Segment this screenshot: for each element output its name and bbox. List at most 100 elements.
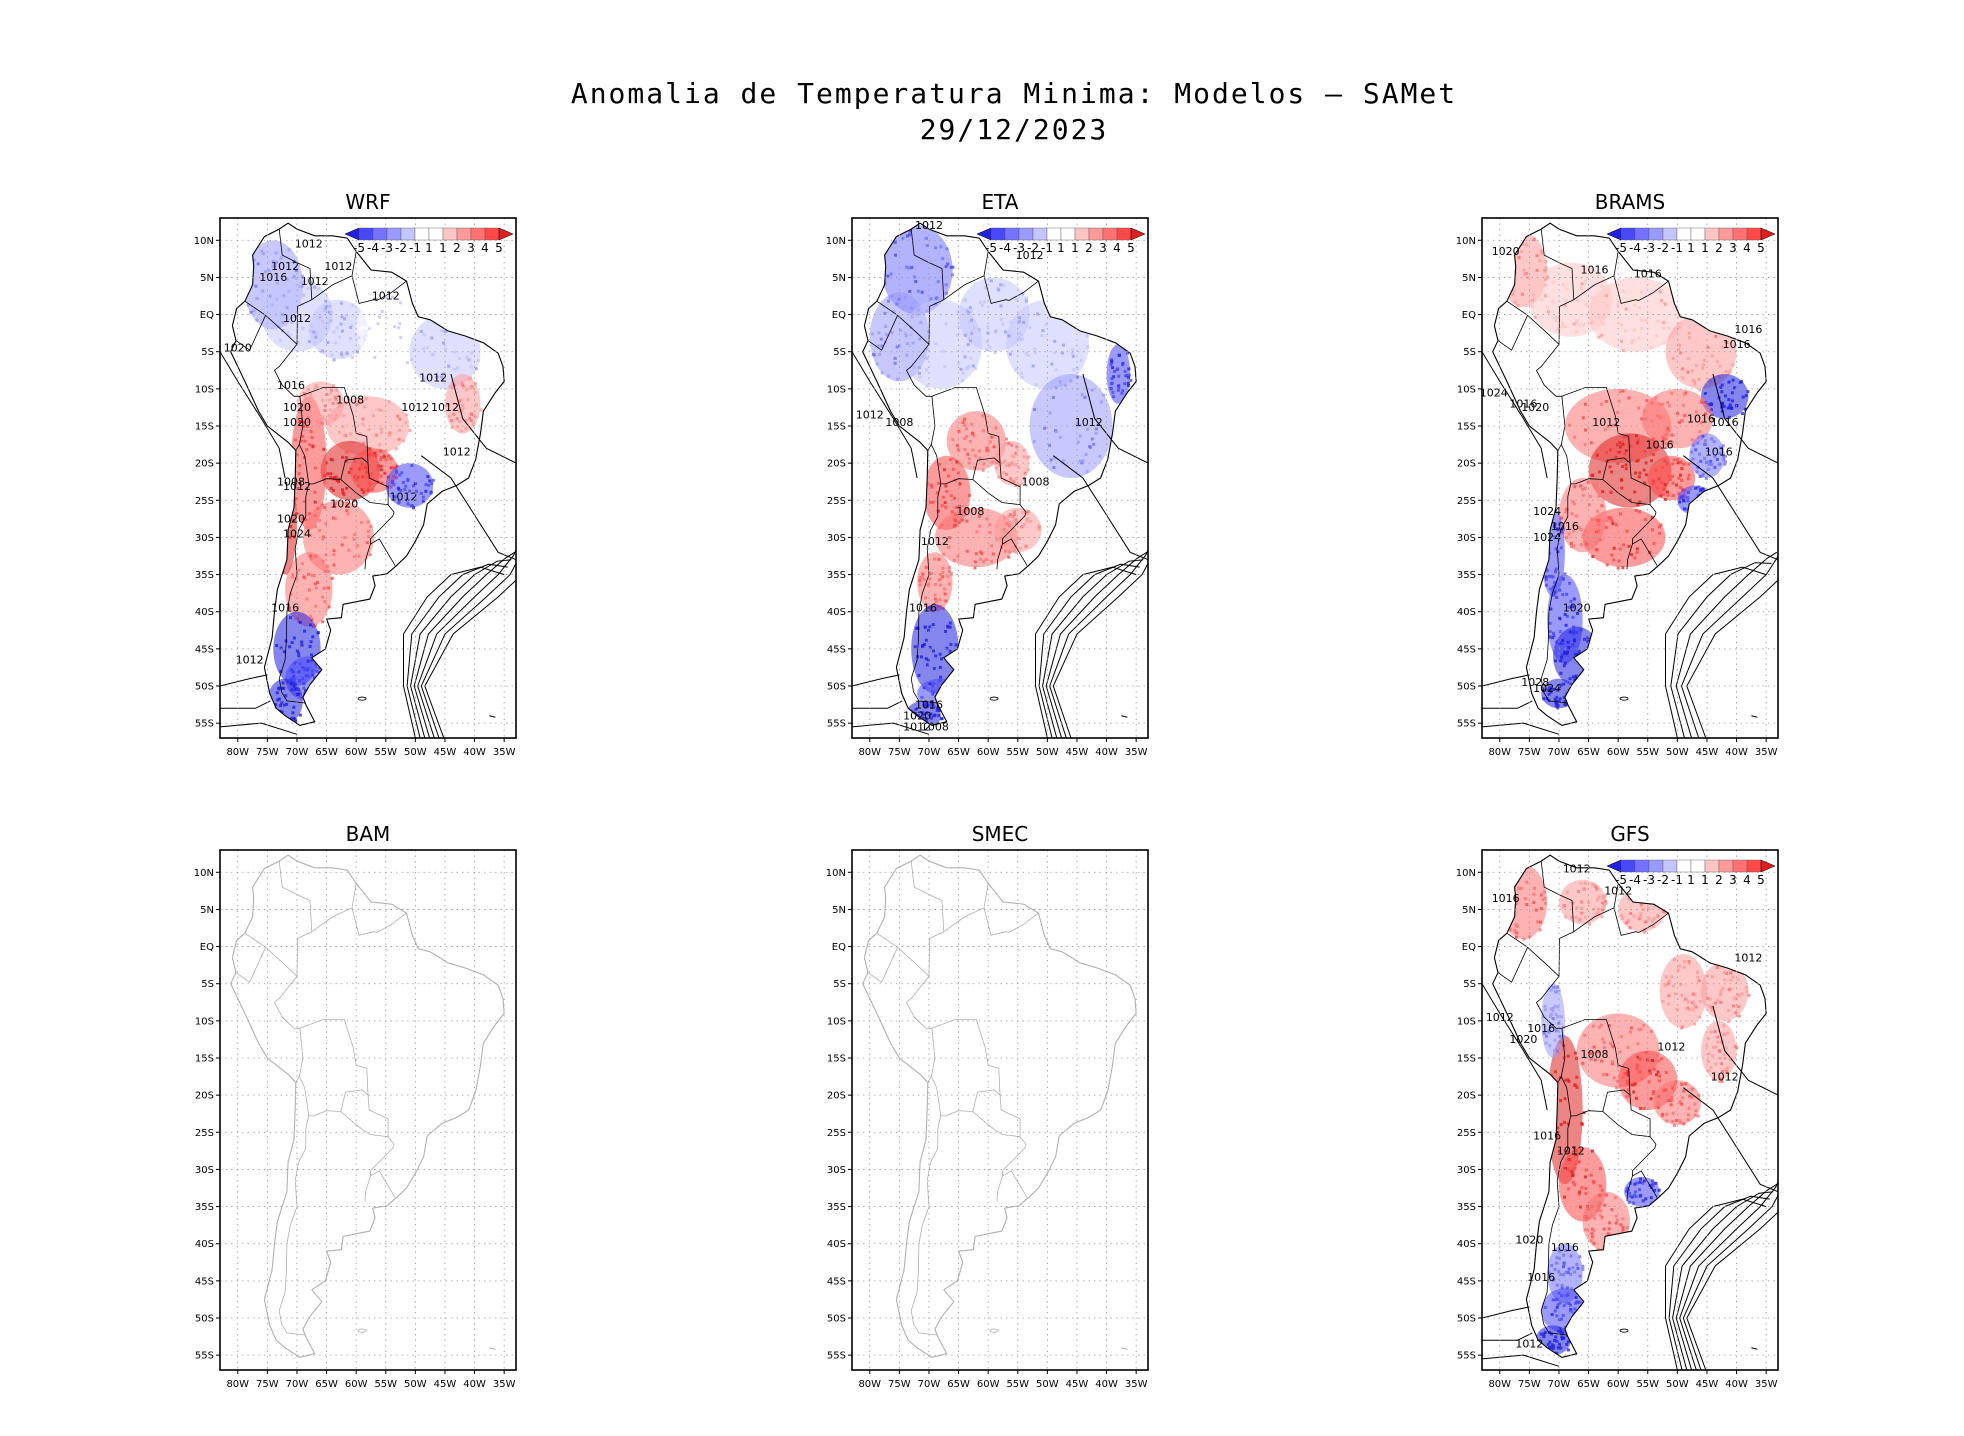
anomaly-cell [999, 283, 1003, 287]
anomaly-cell [1553, 1038, 1557, 1042]
anomaly-cell [1528, 935, 1532, 939]
anomaly-cell [429, 491, 433, 495]
anomaly-cell [1579, 543, 1583, 547]
anomaly-cell [940, 717, 944, 721]
anomaly-cell [354, 478, 358, 482]
anomaly-cell [337, 404, 341, 408]
anomaly-cell [999, 318, 1003, 322]
anomaly-cell [309, 554, 313, 558]
anomaly-cell [1551, 1009, 1555, 1013]
anomaly-cell [393, 495, 397, 499]
anomaly-cell [1680, 993, 1684, 997]
colorbar-label: -1 [1671, 241, 1683, 255]
anomaly-cell [1555, 1339, 1559, 1343]
colorbar-swatch [1690, 227, 1706, 241]
colorbar-swatch [1732, 227, 1748, 241]
anomaly-cell [1008, 463, 1012, 467]
colorbar-swatch [428, 227, 444, 241]
x-tick-label: 55W [1636, 747, 1659, 758]
anomaly-cell [1062, 459, 1066, 463]
anomaly-cell [291, 711, 295, 715]
anomaly-cell [1562, 1056, 1566, 1060]
anomaly-cell [1544, 583, 1548, 587]
anomaly-cell [379, 464, 383, 468]
anomaly-cell [453, 367, 457, 371]
x-tick-label: 60W [1607, 1379, 1630, 1390]
anomaly-cell [267, 269, 271, 272]
anomaly-cell [1564, 299, 1568, 303]
anomaly-cell [1699, 459, 1703, 463]
anomaly-cell [322, 586, 326, 590]
anomaly-cell [1655, 486, 1659, 490]
anomaly-cell [293, 438, 297, 442]
anomaly-cell [1517, 255, 1521, 259]
anomaly-cell [296, 651, 300, 655]
anomaly-blob [385, 463, 434, 508]
anomaly-cell [1567, 1157, 1571, 1161]
anomaly-cell [1567, 1267, 1571, 1271]
anomaly-cell [1009, 513, 1013, 516]
pressure-label: 1008 [956, 505, 984, 518]
anomaly-cell [1731, 975, 1735, 979]
anomaly-cell [930, 700, 934, 704]
anomaly-cell [1595, 530, 1598, 534]
anomaly-field [1499, 232, 1750, 710]
anomaly-cell [1618, 547, 1622, 551]
anomaly-cell [1555, 527, 1559, 531]
anomaly-cell [917, 674, 921, 677]
anomaly-cell [971, 364, 975, 368]
anomaly-cell [1596, 1050, 1600, 1054]
anomaly-cell [1013, 547, 1017, 551]
anomaly-cell [980, 552, 984, 556]
anomaly-cell [938, 583, 942, 587]
anomaly-cell [320, 418, 324, 422]
anomaly-cell [310, 324, 314, 328]
isobar [220, 674, 268, 687]
anomaly-cell [929, 712, 933, 716]
anomaly-cell [298, 713, 302, 717]
anomaly-cell [1583, 402, 1587, 406]
anomaly-cell [916, 714, 920, 717]
anomaly-cell [277, 687, 281, 691]
anomaly-cell [920, 575, 924, 579]
anomaly-cell [1018, 336, 1021, 340]
anomaly-cell [288, 645, 292, 649]
anomaly-cell [459, 429, 463, 433]
anomaly-cell [1012, 480, 1016, 484]
anomaly-cell [951, 467, 955, 471]
anomaly-blob [356, 292, 428, 367]
anomaly-cell [1546, 1343, 1550, 1347]
anomaly-cell [1635, 1181, 1639, 1185]
anomaly-cell [1625, 529, 1629, 533]
anomaly-cell [1557, 1291, 1561, 1295]
anomaly-cell [1694, 486, 1698, 490]
anomaly-cell [1706, 467, 1710, 471]
y-tick-label: 10N [1456, 868, 1476, 879]
colorbar-swatch [1116, 227, 1132, 241]
anomaly-cell [1643, 481, 1647, 485]
anomaly-cell [1650, 1186, 1654, 1189]
anomaly-cell [1007, 441, 1011, 445]
anomaly-cell [1709, 1066, 1713, 1069]
anomaly-cell [1018, 483, 1021, 487]
anomaly-cell [337, 430, 341, 434]
isobar [1482, 351, 1548, 479]
anomaly-cell [469, 376, 472, 380]
anomaly-cell [1025, 296, 1029, 300]
x-tick-label: 45W [1066, 1379, 1089, 1390]
country-border [905, 976, 936, 1083]
colorbar-label: -1 [1671, 873, 1683, 887]
anomaly-cell [1701, 472, 1705, 476]
anomaly-cell [1660, 1057, 1664, 1061]
anomaly-cell [957, 361, 961, 365]
anomaly-cell [1564, 510, 1568, 514]
anomaly-cell [1686, 370, 1690, 374]
anomaly-cell [404, 413, 408, 417]
anomaly-cell [1127, 375, 1130, 379]
anomaly-cell [933, 713, 937, 717]
anomaly-cell [1676, 461, 1680, 465]
anomaly-cell [1560, 1283, 1564, 1287]
anomaly-cell [1578, 1190, 1582, 1194]
pressure-label: 1008 [921, 721, 949, 734]
anomaly-cell [359, 466, 363, 469]
